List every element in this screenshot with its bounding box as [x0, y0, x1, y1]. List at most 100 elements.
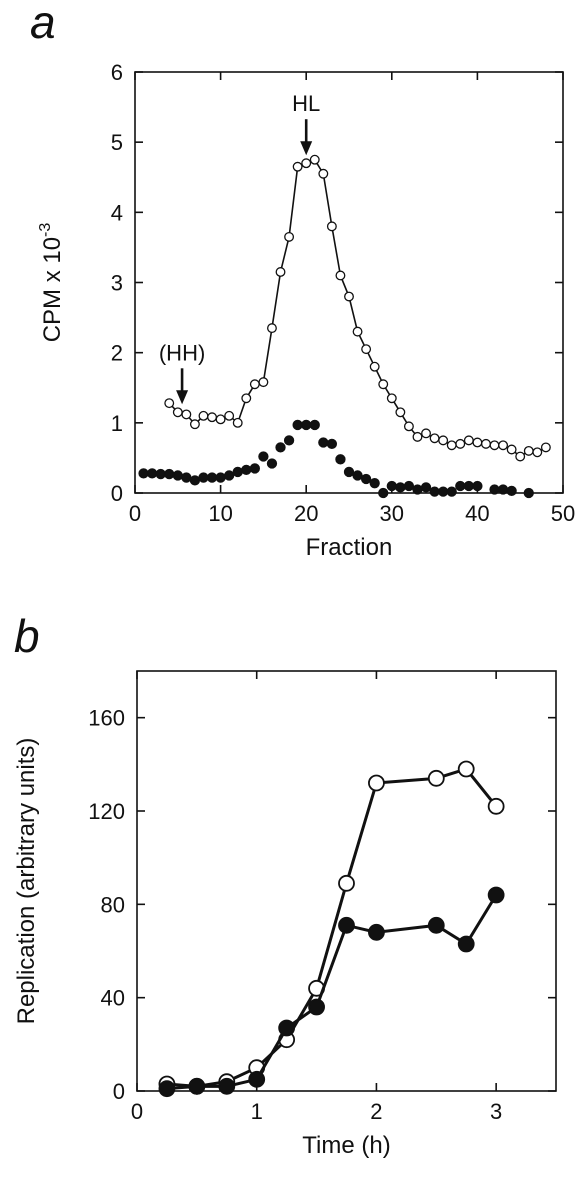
data-point: [446, 440, 457, 451]
data-point: [438, 435, 449, 446]
data-point: [292, 419, 303, 431]
data-point: [318, 437, 329, 448]
data-point: [241, 393, 252, 404]
data-point: [489, 484, 500, 495]
data-point: [338, 916, 355, 934]
y-axis-label: CPM x 10-3: [37, 223, 66, 343]
data-point: [318, 168, 329, 179]
series-filled-circles: [138, 419, 534, 499]
data-point: [215, 414, 226, 425]
data-point: [455, 480, 466, 492]
data-point: [335, 454, 346, 465]
data-point: [335, 270, 346, 281]
y-tick-label: 120: [88, 799, 125, 824]
annotation-hh: (HH): [159, 340, 205, 405]
data-point: [421, 428, 431, 439]
plot-frame: [134, 71, 564, 494]
data-point: [189, 419, 200, 430]
y-tick-label: 40: [101, 986, 125, 1011]
annotation-hl: HL: [292, 91, 320, 156]
data-point: [249, 379, 260, 390]
x-tick-label: 30: [380, 501, 404, 526]
data-point: [403, 480, 415, 492]
data-point: [275, 267, 286, 277]
data-point: [283, 435, 295, 446]
data-point: [360, 473, 372, 485]
data-point: [218, 1077, 236, 1095]
x-tick-label: 2: [370, 1099, 382, 1124]
data-point: [249, 463, 260, 474]
data-point: [515, 451, 526, 462]
data-point: [481, 438, 491, 449]
data-point: [420, 482, 432, 493]
data-point: [427, 916, 445, 934]
data-point: [309, 419, 320, 431]
data-point: [198, 410, 209, 421]
data-point: [378, 487, 389, 499]
data-point: [138, 468, 149, 479]
data-point: [368, 774, 385, 792]
data-point: [352, 326, 363, 337]
data-point: [326, 221, 337, 232]
data-point: [472, 437, 483, 448]
x-tick-label: 50: [551, 501, 575, 526]
data-point: [369, 361, 380, 372]
data-point: [232, 417, 243, 428]
data-point: [532, 447, 543, 458]
data-point: [498, 440, 509, 451]
data-point: [338, 874, 355, 892]
data-point: [181, 472, 192, 483]
data-point: [241, 464, 252, 475]
y-tick-label: 4: [111, 200, 123, 225]
data-point: [172, 470, 183, 481]
data-point: [352, 470, 363, 481]
data-point: [164, 468, 175, 480]
data-point: [368, 923, 385, 941]
y-tick-label: 0: [113, 1079, 125, 1104]
data-point: [344, 291, 354, 302]
data-point: [497, 484, 509, 495]
series-line: [166, 767, 498, 1088]
data-point: [523, 445, 534, 456]
data-point: [308, 998, 325, 1016]
data-point: [172, 407, 183, 418]
data-point: [215, 472, 226, 483]
data-point: [427, 769, 445, 787]
data-point: [301, 158, 312, 169]
data-point: [369, 478, 380, 489]
plot-frame: [136, 670, 557, 1092]
y-axis-label: Replication (arbitrary units): [13, 738, 40, 1025]
data-point: [403, 421, 414, 432]
series-open-circles: [158, 760, 505, 1095]
data-point: [207, 412, 217, 423]
data-point: [206, 472, 218, 483]
data-point: [412, 484, 423, 495]
data-point: [463, 480, 474, 492]
x-tick-label: 0: [131, 1099, 143, 1124]
series-filled-circles: [158, 886, 505, 1098]
data-point: [540, 442, 551, 453]
data-point: [395, 482, 406, 493]
annotation-label: HL: [292, 91, 320, 116]
x-tick-label: 10: [208, 501, 232, 526]
y-tick-label: 5: [111, 130, 123, 155]
data-point: [181, 409, 192, 420]
data-point: [506, 485, 517, 497]
data-point: [155, 468, 166, 480]
annotation-arrow-head: [176, 390, 189, 405]
data-point: [146, 468, 158, 479]
data-point: [487, 797, 505, 815]
data-point: [446, 486, 457, 497]
data-point: [386, 480, 397, 492]
data-point: [292, 161, 303, 172]
data-point: [164, 398, 175, 409]
x-tick-label: 1: [251, 1099, 263, 1124]
data-point: [386, 393, 397, 404]
y-tick-label: 3: [111, 271, 123, 296]
data-point: [463, 435, 474, 446]
data-point: [188, 1077, 206, 1095]
x-axis-label: Time (h): [302, 1132, 390, 1159]
data-point: [309, 154, 320, 165]
data-point: [412, 431, 423, 442]
